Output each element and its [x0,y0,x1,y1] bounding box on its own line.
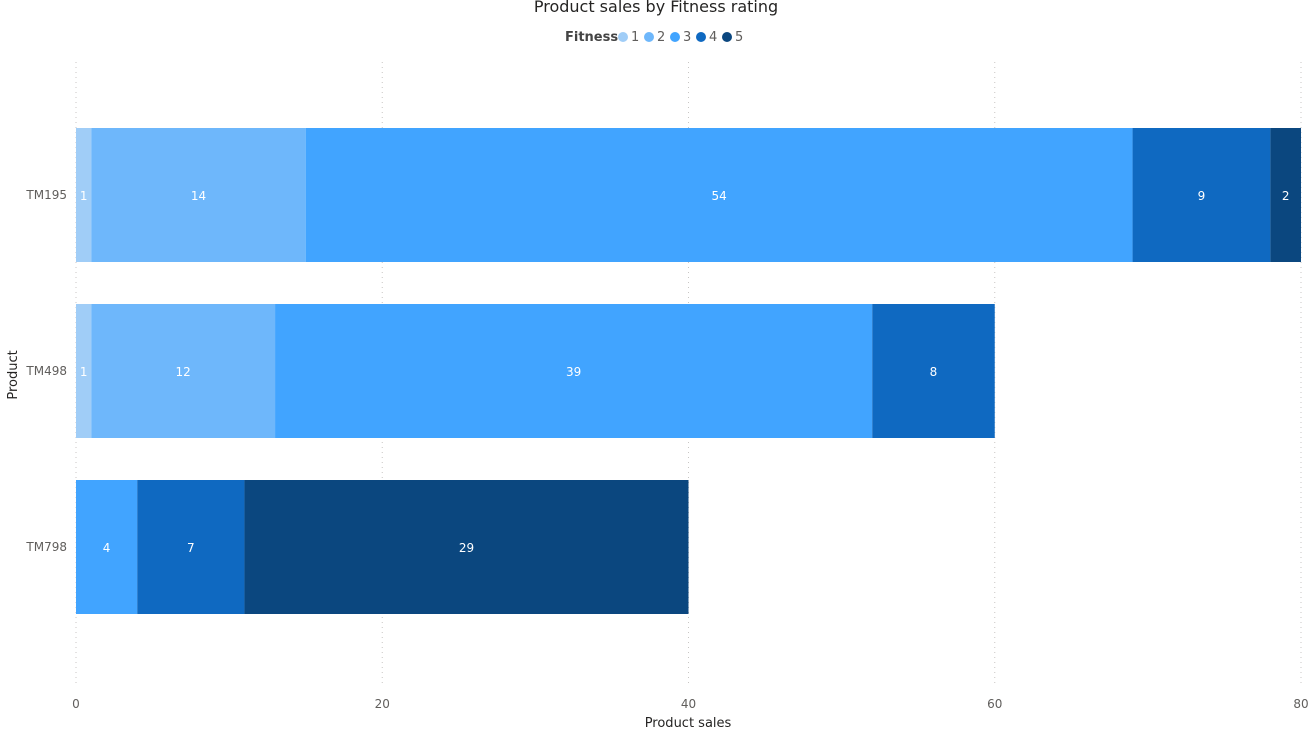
legend-label: 3 [683,30,691,45]
legend-label: 4 [709,30,717,45]
bar-data-label: 12 [176,365,191,379]
bar-segment [91,304,276,438]
bar-data-label: 4 [103,541,111,555]
x-axis-title: Product sales [645,716,732,731]
bar-data-label: 9 [1198,189,1206,203]
bar-data-label: 39 [566,365,581,379]
bar-data-label: 7 [187,541,195,555]
bars: 1 14 54 9 2 1 12 39 8 4 7 29 [76,128,1301,614]
bar-data-label: 1 [80,365,88,379]
y-tick-label: TM195 [25,188,67,202]
bar-data-label: 54 [711,189,726,203]
bar-segment [275,304,873,438]
bar-segment [872,304,995,438]
bar-data-label: 1 [80,189,88,203]
bar-segment [244,480,689,614]
y-axis-tick-labels: TM195 TM498 TM798 [25,188,67,554]
x-tick-label: 80 [1293,697,1308,711]
y-axis-title: Product [6,350,21,399]
legend: Fitness 1 2 3 4 5 [565,30,743,45]
bar-data-label: 8 [930,365,938,379]
x-tick-label: 40 [681,697,696,711]
bar-segment [137,480,245,614]
bar-segment [1270,128,1301,262]
chart-title: Product sales by Fitness rating [534,0,778,16]
x-tick-label: 60 [987,697,1002,711]
bar-segment [76,304,92,438]
legend-marker [644,32,654,42]
legend-title: Fitness [565,30,618,45]
bar-data-label: 2 [1282,189,1290,203]
legend-label: 1 [631,30,639,45]
bar-segment [91,128,306,262]
y-tick-label: TM798 [25,540,67,554]
y-tick-label: TM498 [25,364,67,378]
legend-marker [722,32,732,42]
legend-marker [696,32,706,42]
legend-label: 5 [735,30,743,45]
legend-marker [618,32,628,42]
legend-label: 2 [657,30,665,45]
bar-data-label: 29 [459,541,474,555]
legend-marker [670,32,680,42]
x-tick-label: 0 [72,697,80,711]
bar-segment [76,128,92,262]
x-tick-label: 20 [375,697,390,711]
bar-segment [1132,128,1271,262]
bar-data-label: 14 [191,189,206,203]
bar-segment [76,480,138,614]
x-axis-tick-labels: 0 20 40 60 80 [72,697,1308,711]
bar-segment [305,128,1133,262]
